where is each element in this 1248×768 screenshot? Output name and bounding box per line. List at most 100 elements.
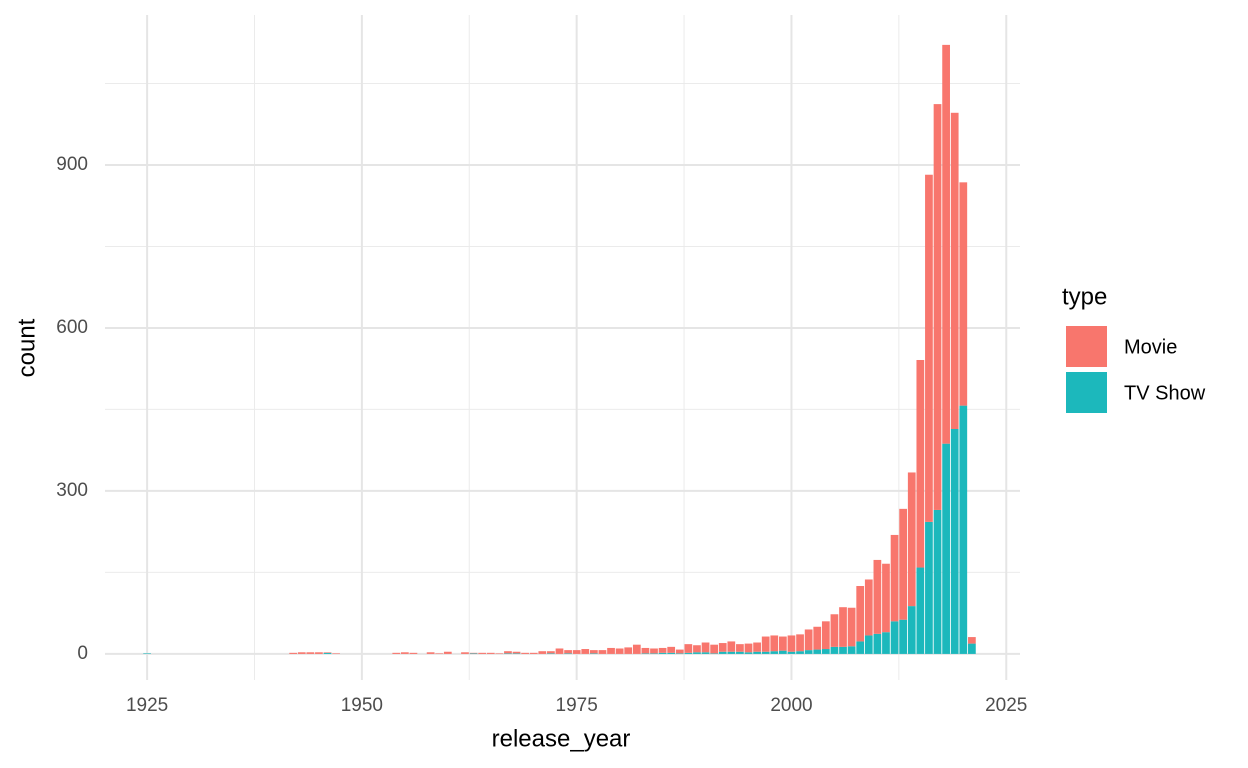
y-axis-title: count bbox=[13, 318, 40, 377]
bar bbox=[658, 647, 667, 653]
bar bbox=[770, 651, 779, 654]
bar bbox=[950, 112, 959, 429]
y-tick-label: 300 bbox=[56, 480, 88, 501]
bar bbox=[581, 649, 590, 654]
bar bbox=[830, 646, 839, 654]
bar bbox=[847, 646, 856, 654]
bar bbox=[942, 443, 950, 654]
bar bbox=[504, 653, 512, 654]
bar bbox=[641, 647, 650, 654]
bar bbox=[882, 632, 890, 654]
bar bbox=[856, 641, 865, 654]
bar bbox=[675, 649, 684, 654]
bar bbox=[839, 646, 847, 654]
bar bbox=[899, 508, 908, 620]
bar bbox=[641, 653, 650, 654]
bar bbox=[547, 653, 555, 654]
bar bbox=[779, 636, 787, 651]
bar bbox=[856, 586, 865, 642]
bar bbox=[882, 563, 890, 633]
bar bbox=[925, 521, 933, 654]
bar bbox=[890, 621, 899, 654]
bar bbox=[684, 652, 693, 654]
bar bbox=[821, 649, 830, 654]
bar bbox=[821, 621, 830, 650]
bar bbox=[916, 359, 925, 568]
bar bbox=[469, 653, 478, 654]
bar bbox=[718, 651, 727, 654]
bar bbox=[426, 652, 435, 654]
bar bbox=[744, 652, 753, 654]
bar bbox=[753, 651, 761, 654]
bar bbox=[486, 652, 495, 654]
bar bbox=[306, 652, 315, 654]
bar bbox=[744, 643, 753, 653]
bar bbox=[950, 428, 959, 654]
bar bbox=[564, 650, 572, 654]
bar bbox=[521, 652, 529, 654]
bar bbox=[443, 651, 452, 654]
legend-label: TV Show bbox=[1124, 382, 1206, 404]
bar bbox=[289, 652, 298, 654]
bar bbox=[538, 651, 547, 654]
bar bbox=[933, 104, 942, 510]
bar bbox=[658, 652, 667, 654]
legend-label: Movie bbox=[1124, 336, 1177, 358]
bar bbox=[564, 653, 572, 654]
bar bbox=[315, 652, 323, 654]
bar bbox=[890, 534, 899, 622]
y-tick-label: 900 bbox=[56, 154, 88, 175]
bar bbox=[804, 650, 813, 654]
bar bbox=[504, 651, 512, 654]
bar bbox=[787, 635, 796, 652]
bar bbox=[873, 633, 882, 654]
bar bbox=[830, 614, 839, 647]
x-tick-label: 2025 bbox=[985, 695, 1027, 716]
bar bbox=[710, 653, 719, 654]
x-tick-label: 1925 bbox=[126, 695, 168, 716]
bar bbox=[959, 405, 968, 654]
bar bbox=[555, 648, 564, 654]
legend-key bbox=[1066, 326, 1107, 367]
bar bbox=[323, 652, 332, 653]
legend-key bbox=[1066, 372, 1107, 413]
bar bbox=[864, 635, 873, 654]
bar bbox=[607, 647, 615, 654]
bar bbox=[736, 644, 744, 652]
bar bbox=[409, 652, 418, 654]
bar bbox=[667, 646, 676, 653]
bar bbox=[761, 651, 770, 654]
bar bbox=[615, 648, 624, 654]
bar bbox=[589, 650, 598, 654]
bar bbox=[907, 472, 916, 607]
bar bbox=[968, 637, 976, 644]
bar bbox=[968, 643, 976, 654]
bar bbox=[332, 653, 340, 654]
bar bbox=[916, 567, 925, 654]
bar bbox=[710, 644, 719, 654]
bar bbox=[650, 648, 658, 654]
bar bbox=[813, 626, 822, 650]
bar bbox=[899, 619, 908, 654]
x-tick-label: 1950 bbox=[341, 695, 383, 716]
bar bbox=[942, 44, 950, 444]
y-tick-label: 600 bbox=[56, 317, 88, 338]
bar bbox=[598, 650, 607, 654]
bar bbox=[512, 653, 521, 654]
bar bbox=[907, 606, 916, 654]
bar bbox=[933, 509, 942, 654]
bar bbox=[624, 647, 633, 654]
bar bbox=[796, 634, 804, 652]
bar bbox=[478, 652, 487, 654]
bar bbox=[779, 650, 787, 654]
bar bbox=[736, 651, 744, 654]
bar bbox=[572, 650, 581, 654]
bar bbox=[839, 607, 847, 647]
bar bbox=[864, 579, 873, 636]
bar bbox=[718, 643, 727, 652]
bar bbox=[693, 645, 701, 653]
bar bbox=[796, 651, 804, 654]
bar bbox=[512, 651, 521, 654]
bar bbox=[701, 642, 710, 653]
